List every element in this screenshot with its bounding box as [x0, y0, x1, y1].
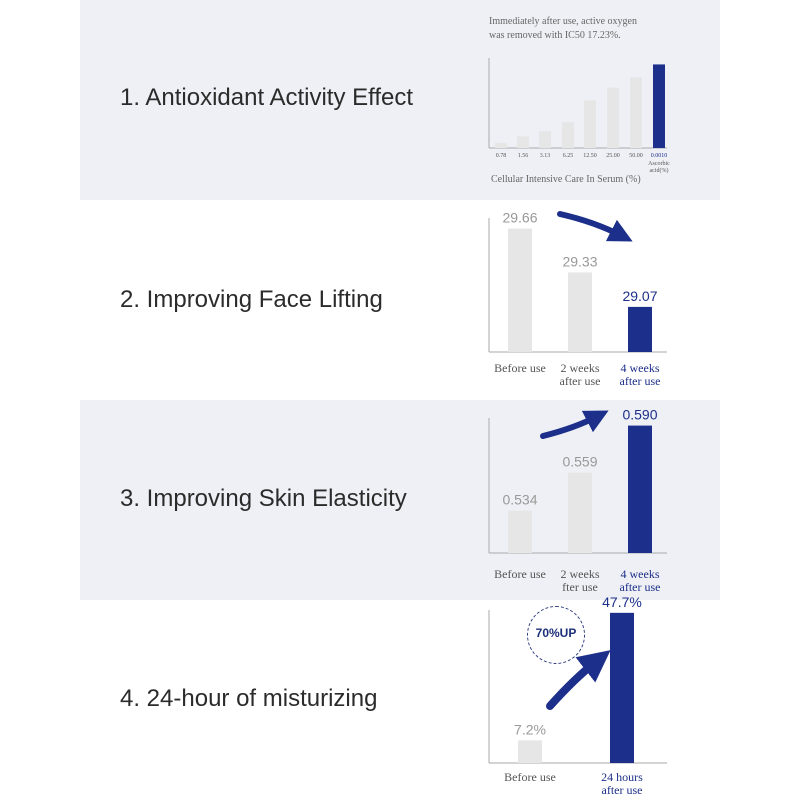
tick-label: 2 weeks	[561, 361, 600, 375]
data-label: 0.559	[562, 454, 597, 470]
bar	[584, 100, 596, 148]
data-label: 0.590	[622, 407, 657, 423]
data-label: 29.66	[502, 210, 537, 226]
data-label: 0.534	[502, 492, 537, 508]
bar	[518, 740, 542, 763]
section-title-face-lifting: 2. Improving Face Lifting	[120, 286, 383, 313]
bar	[610, 612, 634, 763]
bar	[628, 306, 652, 352]
tick-label: 25.00	[606, 153, 620, 159]
chart1-caption-line1: Immediately after use, active oxygen	[489, 16, 637, 27]
badge-ring	[527, 606, 585, 664]
tick-label: 6.25	[563, 153, 574, 159]
arrow-icon-skin-elasticity	[540, 410, 609, 439]
bar	[568, 272, 592, 352]
chart1-caption-line2: was removed with IC50 17.23%.	[489, 30, 621, 41]
chart-antioxidant: 0.78 1.56 3.13 6.25 12.50 25.00 50.00 0.0010 Asc…	[488, 58, 670, 174]
data-label: 7.2%	[514, 721, 546, 737]
bar	[568, 472, 592, 553]
tick-label: 4 weeks	[621, 567, 660, 581]
tick-label: 4 weeks	[621, 361, 660, 375]
tick-label-extra: acid(%)	[650, 167, 669, 174]
bar	[508, 510, 532, 553]
arrow-curve-icon	[546, 650, 611, 710]
tick-label: after use	[602, 783, 643, 797]
arrow-icon-face-lifting	[557, 211, 633, 242]
tick-label: 50.00	[629, 153, 643, 159]
tick-label: Before use	[494, 567, 546, 581]
tick-label: 2 weeks	[561, 567, 600, 581]
tick-label: 1.56	[518, 153, 529, 159]
bar	[607, 87, 619, 148]
tick-label: 0.0010	[651, 153, 668, 159]
bar	[508, 228, 532, 352]
tick-label: 12.50	[583, 153, 597, 159]
section-skin-elasticity	[80, 400, 720, 600]
tick-label: after use	[620, 374, 661, 388]
chart1-x-axis-label: Cellular Intensive Care In Serum (%)	[491, 174, 641, 185]
bar	[653, 64, 665, 148]
tick-label: 24 hours	[601, 770, 643, 784]
badge-70-up: 70%UP	[535, 626, 577, 640]
section-title-moisturizing: 4. 24-hour of misturizing	[120, 685, 378, 712]
data-label: 29.07	[622, 288, 657, 304]
tick-label: 3.13	[540, 153, 551, 159]
bar	[539, 131, 551, 148]
section-title-skin-elasticity: 3. Improving Skin Elasticity	[120, 485, 407, 512]
data-label: 29.33	[562, 253, 597, 269]
bar	[495, 142, 507, 148]
tick-label: fter use	[562, 580, 598, 594]
tick-label: 0.78	[496, 153, 507, 159]
bar	[562, 122, 574, 148]
tick-label: after use	[620, 580, 661, 594]
bar	[630, 77, 642, 148]
data-label: 47.7%	[602, 594, 642, 610]
tick-label: Before use	[504, 770, 556, 784]
bar	[628, 425, 652, 553]
tick-label-extra: Ascorbic	[648, 161, 670, 167]
bar	[517, 136, 529, 148]
tick-label: Before use	[494, 361, 546, 375]
section-title-antioxidant: 1. Antioxidant Activity Effect	[120, 84, 414, 111]
tick-label: after use	[560, 374, 601, 388]
